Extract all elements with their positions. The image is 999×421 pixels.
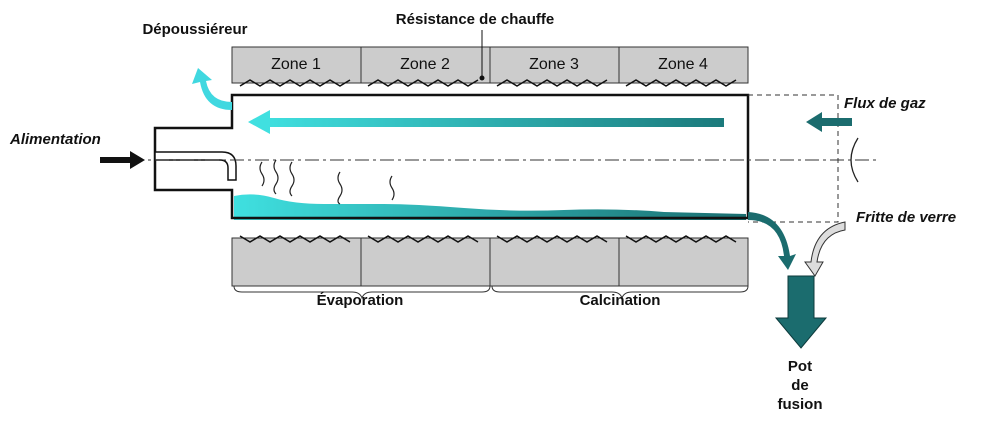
resistance-dot [479, 75, 485, 81]
top-heater [231, 46, 749, 87]
feed-pipe [154, 151, 237, 181]
liquid [234, 194, 746, 220]
bottom-heater [231, 235, 749, 287]
flux-arrow [806, 112, 852, 132]
label-alimentation: Alimentation [9, 131, 101, 148]
pot-arrow [774, 275, 828, 349]
phase-label: Calcination [580, 292, 661, 309]
melt-arrow [748, 212, 796, 270]
gas-arrow [248, 110, 724, 134]
label-flux: Flux de gaz [844, 95, 926, 112]
label-depoussiereur: Dépoussiéreur [142, 21, 247, 38]
label-resistance: Résistance de chauffe [396, 11, 554, 28]
zone-label: Zone 4 [658, 56, 708, 73]
pot-label: de [791, 377, 809, 394]
zone-label: Zone 3 [529, 56, 579, 73]
exhaust-arrow [192, 68, 232, 110]
braces [233, 285, 749, 300]
zone-label: Zone 1 [271, 56, 321, 73]
pot-label: fusion [778, 396, 823, 413]
inlet-arrow [100, 151, 145, 169]
phase-label: Évaporation [317, 292, 404, 309]
rotation [850, 137, 859, 183]
tube [153, 93, 750, 220]
label-fritte: Fritte de verre [856, 209, 956, 226]
frit-arrow [804, 221, 846, 277]
dashed-box [748, 94, 839, 223]
pot-label: Pot [788, 358, 812, 375]
zone-label: Zone 2 [400, 56, 450, 73]
vapor [259, 159, 395, 205]
